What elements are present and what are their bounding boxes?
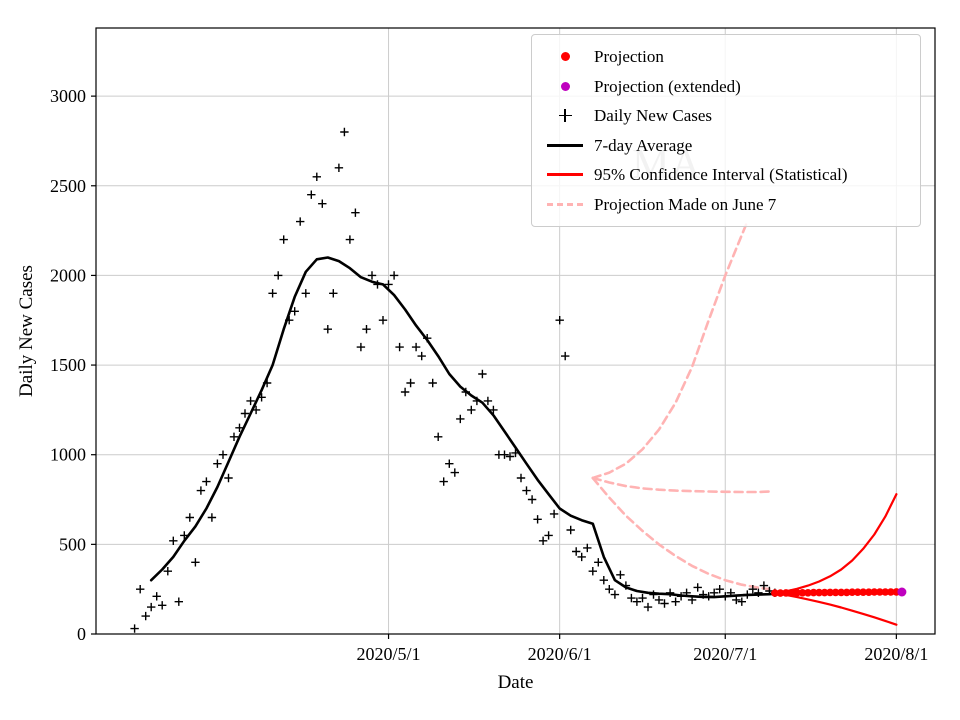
legend-item-7-day-average: 7-day Average <box>544 135 908 155</box>
projection-marker-icon <box>544 47 586 67</box>
legend-item-projection: Projection <box>544 47 908 67</box>
daily-new-cases <box>130 127 780 633</box>
legend-item-daily-new-cases: Daily New Cases <box>544 106 908 126</box>
red-line-icon <box>544 165 586 185</box>
x-tick-label: 2020/7/1 <box>693 644 757 664</box>
june7-projection-lower <box>591 476 771 591</box>
y-tick-label: 1000 <box>50 445 86 465</box>
legend-item-confidence-interval: 95% Confidence Interval (Statistical) <box>544 165 908 185</box>
legend-label: Projection (extended) <box>594 76 741 96</box>
legend-label: Projection Made on June 7 <box>594 194 777 214</box>
projection <box>771 588 901 597</box>
legend-label: Daily New Cases <box>594 106 713 126</box>
legend-label: 95% Confidence Interval (Statistical) <box>594 165 848 185</box>
plus-marker-icon <box>544 106 586 126</box>
x-tick-label: 2020/6/1 <box>528 644 592 664</box>
legend-label: Projection <box>594 47 664 67</box>
y-tick-label: 3000 <box>50 86 86 106</box>
legend: Projection Projection (extended) Daily N… <box>531 34 921 227</box>
plot-frame <box>95 27 936 635</box>
ci-lower <box>773 591 898 626</box>
x-axis-label: Date <box>497 672 534 693</box>
projection-extended <box>897 587 907 597</box>
y-tick-label: 2000 <box>50 265 86 285</box>
june7-projection-upper <box>591 220 749 480</box>
y-tick-label: 2500 <box>50 176 86 196</box>
y-tick-label: 0 <box>77 624 86 644</box>
legend-label: 7-day Average <box>594 135 693 155</box>
black-line-icon <box>544 135 586 155</box>
x-tick-label: 2020/8/1 <box>864 644 928 664</box>
june7-projection-mid <box>591 476 771 494</box>
y-tick-label: 1500 <box>50 355 86 375</box>
seven-day-average <box>149 256 777 599</box>
legend-item-june7-projection: Projection Made on June 7 <box>544 194 908 214</box>
y-axis-label: Daily New Cases <box>16 265 37 397</box>
ci-upper <box>773 493 898 595</box>
y-tick-label: 500 <box>59 534 86 554</box>
x-tick-label: 2020/5/1 <box>357 644 421 664</box>
axis-ticks: 0 500 1000 1500 2000 2500 3000 2020/5/1 2020/6/1… <box>50 86 928 664</box>
pink-dashed-line-icon <box>544 194 586 214</box>
legend-item-projection-extended: Projection (extended) <box>544 76 908 96</box>
projection-extended-marker-icon <box>544 76 586 96</box>
